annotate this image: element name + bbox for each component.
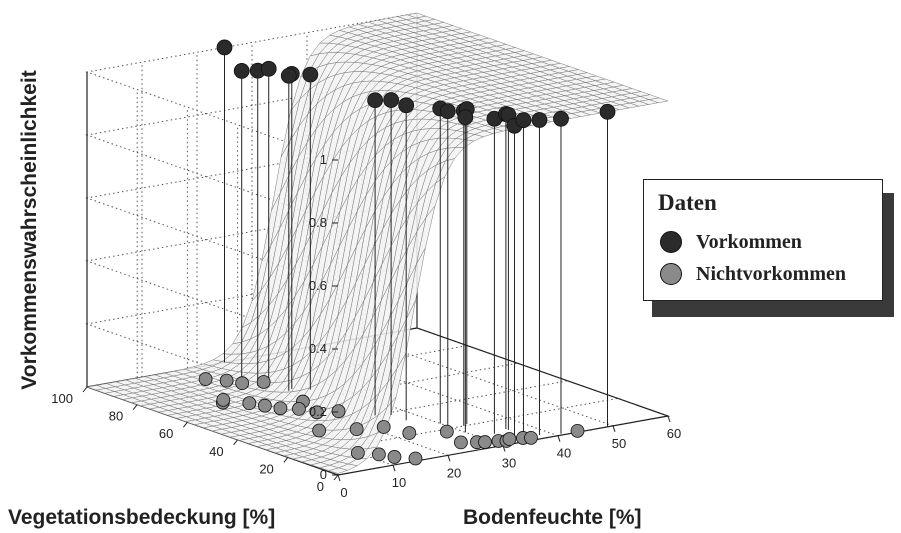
point-vorkommen <box>398 97 415 114</box>
surface-cell <box>649 97 669 103</box>
y-tick-label: 10 <box>392 475 406 490</box>
point-nichtvorkommen <box>198 372 213 386</box>
y-tick-label: 0 <box>340 485 347 500</box>
point-nichtvorkommen <box>439 424 454 439</box>
y-tick-label: 60 <box>667 426 681 441</box>
y-tick-mark <box>502 445 506 452</box>
point-vorkommen <box>439 103 456 120</box>
point-vorkommen <box>302 66 319 83</box>
y-tick-label: 30 <box>502 456 516 471</box>
y-tick-mark <box>612 425 616 432</box>
point-nichtvorkommen <box>331 404 346 419</box>
point-nichtvorkommen <box>350 445 365 460</box>
point-vorkommen <box>233 63 250 79</box>
point-vorkommen <box>260 60 277 77</box>
point-nichtvorkommen <box>349 422 364 437</box>
point-nichtvorkommen <box>312 423 327 438</box>
x-tick-label: 20 <box>259 461 273 476</box>
z-tick-label: 0.8 <box>309 215 327 230</box>
x-tick-mark <box>82 386 88 393</box>
point-nichtvorkommen <box>310 405 324 420</box>
legend-item-vorkommen: Vorkommen <box>660 229 802 255</box>
data-points <box>198 39 616 466</box>
legend-label-vorkommen: Vorkommen <box>696 230 802 253</box>
x-tick-mark <box>283 457 289 463</box>
z-tick-label: 0.2 <box>309 404 327 419</box>
point-nichtvorkommen <box>387 450 402 464</box>
x-tick-label: 60 <box>159 426 173 441</box>
point-nichtvorkommen <box>235 376 250 391</box>
y-tick-label: 40 <box>557 446 571 461</box>
x-tick-label: 0 <box>317 479 324 494</box>
point-vorkommen <box>515 112 532 129</box>
point-nichtvorkommen <box>408 451 423 466</box>
z-tick-label: 0 <box>320 467 327 482</box>
x-tick-mark <box>233 439 238 446</box>
point-vorkommen <box>553 110 569 127</box>
floor-grid-x <box>237 380 568 441</box>
legend-item-nichtvorkommen: Nichtvorkommen <box>660 261 846 287</box>
point-nichtvorkommen <box>376 420 391 434</box>
x-tick-label: 80 <box>109 409 123 424</box>
point-nichtvorkommen <box>402 426 417 440</box>
y-tick-mark <box>557 435 561 442</box>
point-vorkommen <box>216 39 233 56</box>
z-axis-title: Vorkommenswahrscheinlichkeit <box>18 70 41 390</box>
z-tick-label: 1 <box>320 152 327 167</box>
point-nichtvorkommen <box>242 396 257 411</box>
point-nichtvorkommen <box>570 423 585 438</box>
legend-label-nichtvorkommen: Nichtvorkommen <box>696 262 846 285</box>
point-nichtvorkommen <box>478 435 492 449</box>
y-tick-mark <box>667 415 671 423</box>
x-tick-mark <box>183 421 188 428</box>
x-tick-mark <box>333 474 339 481</box>
legend: Daten Vorkommen Nichtvorkommen <box>643 179 883 301</box>
x-tick-label: 40 <box>209 444 223 459</box>
y-tick-mark <box>337 474 341 482</box>
z-tick-label: 0.6 <box>309 278 327 293</box>
point-vorkommen <box>531 112 548 128</box>
point-nichtvorkommen <box>216 392 231 407</box>
legend-marker-nichtvorkommen <box>660 263 682 285</box>
y-tick-label: 50 <box>612 436 626 451</box>
y-tick-mark <box>392 465 396 472</box>
point-nichtvorkommen <box>257 398 272 413</box>
y-axis-title: Bodenfeuchte [%] <box>463 506 642 529</box>
point-vorkommen <box>280 67 297 84</box>
y-tick-mark <box>447 455 451 462</box>
floor-grid-x <box>287 397 618 458</box>
y-tick-label: 20 <box>447 465 461 480</box>
point-nichtvorkommen <box>524 430 538 445</box>
point-nichtvorkommen <box>292 401 306 416</box>
point-nichtvorkommen <box>273 401 288 416</box>
z-tick-label: 0.4 <box>309 341 327 356</box>
occurrence-stems <box>224 47 608 441</box>
point-nichtvorkommen <box>256 375 271 389</box>
probability-surface <box>86 12 669 474</box>
x-tick-mark <box>132 404 138 410</box>
point-vorkommen <box>599 103 616 120</box>
point-nichtvorkommen <box>219 373 234 388</box>
point-vorkommen <box>367 92 384 109</box>
legend-title: Daten <box>658 190 717 215</box>
x-tick-label: 100 <box>51 391 73 406</box>
point-nichtvorkommen <box>454 435 468 450</box>
point-vorkommen <box>457 109 474 126</box>
x-axis-title: Vegetationsbedeckung [%] <box>8 506 276 529</box>
legend-marker-vorkommen <box>660 231 682 253</box>
point-vorkommen <box>383 92 400 108</box>
point-nichtvorkommen <box>371 447 386 462</box>
point-nichtvorkommen <box>502 432 517 446</box>
